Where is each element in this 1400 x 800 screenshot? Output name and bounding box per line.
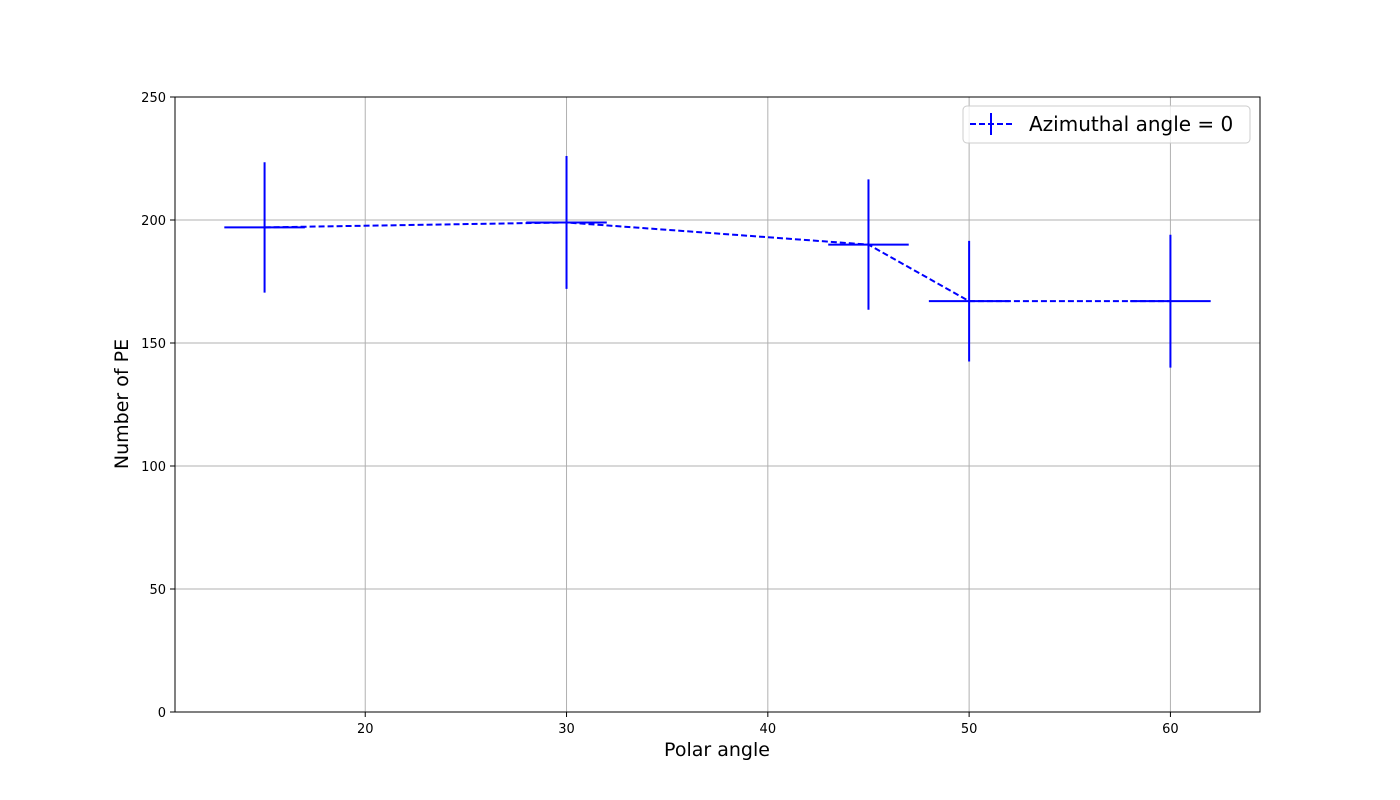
y-tick-label: 250 [141, 91, 166, 106]
y-axis-title: Number of PE [111, 339, 133, 469]
axes: 20 30 40 50 60 0 50 100 150 200 250 [141, 91, 1261, 737]
x-tick-label: 40 [760, 722, 777, 737]
y-tick-label: 0 [158, 706, 166, 721]
grid-lines [175, 96, 1260, 713]
legend-box [962, 105, 1251, 144]
y-tick-label: 100 [141, 460, 166, 475]
y-tick-label: 200 [141, 214, 166, 229]
x-tick-label: 30 [558, 722, 575, 737]
x-tick-label: 20 [357, 722, 374, 737]
y-tick-label: 150 [141, 337, 166, 352]
series-line [264, 221, 1171, 303]
x-axis-title: Polar angle [664, 739, 770, 761]
series-layer [224, 156, 1211, 368]
legend: Azimuthal angle = 0 [962, 105, 1251, 144]
y-tick-label: 50 [149, 583, 166, 598]
x-tick-label: 50 [961, 722, 978, 737]
plot-frame [174, 96, 1261, 713]
legend-label: Azimuthal angle = 0 [1029, 112, 1233, 136]
x-tick-label: 60 [1162, 722, 1179, 737]
